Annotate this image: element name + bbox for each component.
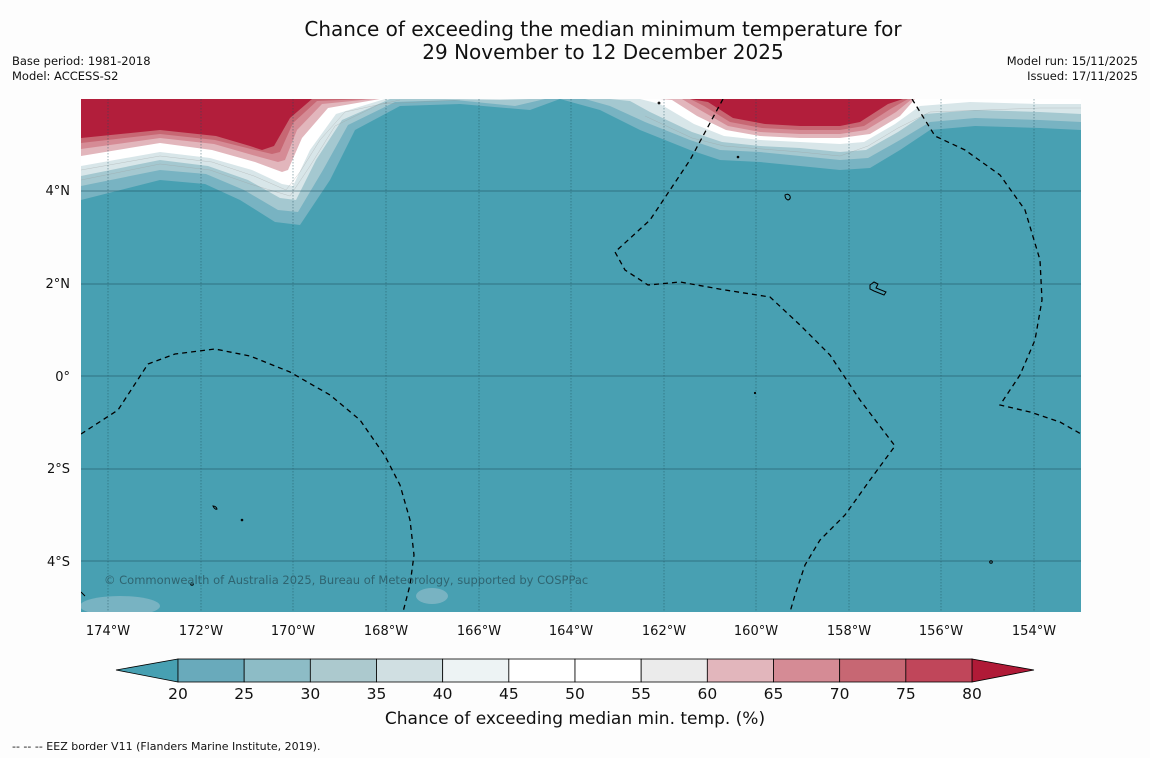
island xyxy=(784,193,791,201)
colorbar-segment xyxy=(773,658,841,683)
colorbar-label: Chance of exceeding median min. temp. (%… xyxy=(384,709,766,729)
colorbar-ticks: 20 25 30 35 40 45 50 55 60 65 70 75 80 xyxy=(168,685,982,703)
warm-anomaly-region-east xyxy=(560,99,1081,170)
islands xyxy=(81,101,993,597)
colorbar-segment xyxy=(376,658,444,683)
lon-label: 162°W xyxy=(642,624,686,639)
info-left: Base period: 1981-2018 Model: ACCESS-S2 xyxy=(12,54,151,84)
colorbar-tick-label: 55 xyxy=(631,685,651,703)
colorbar-tick-label: 45 xyxy=(499,685,519,703)
graticule xyxy=(107,99,1035,612)
title-line-1: Chance of exceeding the median minimum t… xyxy=(304,17,902,41)
colorbar-tick-label: 25 xyxy=(234,685,254,703)
lon-label: 164°W xyxy=(549,624,593,639)
island xyxy=(240,518,244,522)
contour-lines xyxy=(81,99,1081,197)
colorbar-tick-label: 50 xyxy=(565,685,585,703)
eez-borders xyxy=(81,99,1081,612)
lon-label: 160°W xyxy=(734,624,778,639)
lon-labels: 174°W 172°W 170°W 168°W 166°W 164°W 162°… xyxy=(86,624,1056,639)
model-text: Model: ACCESS-S2 xyxy=(12,69,119,83)
colorbar: 20 25 30 35 40 45 50 55 60 65 70 75 80 xyxy=(115,658,1035,703)
colorbar-tick-label: 70 xyxy=(830,685,850,703)
island xyxy=(989,560,993,564)
pale-patch xyxy=(81,596,160,612)
colorbar-segment xyxy=(508,658,576,683)
map-panel: © Commonwealth of Australia 2025, Bureau… xyxy=(81,99,1081,612)
colorbar-segment xyxy=(243,658,311,683)
footer-legend: -- -- -- EEZ border V11 (Flanders Marine… xyxy=(12,740,321,753)
colorbar-segment xyxy=(706,658,774,683)
colorbar-tick-label: 30 xyxy=(300,685,320,703)
colorbar-tick-label: 65 xyxy=(764,685,784,703)
lon-label: 158°W xyxy=(827,624,871,639)
colorbar-segment xyxy=(177,658,245,683)
colorbar-tick-label: 40 xyxy=(433,685,453,703)
island xyxy=(190,582,194,586)
lat-labels: 4°N 2°N 0° 2°S 4°S xyxy=(46,184,71,570)
colorbar-tick-label: 60 xyxy=(697,685,717,703)
model-run-text: Model run: 15/11/2025 xyxy=(1006,54,1138,68)
title-line-2: 29 November to 12 December 2025 xyxy=(422,40,784,64)
lon-label: 172°W xyxy=(179,624,223,639)
island xyxy=(753,391,757,395)
colorbar-tick-label: 80 xyxy=(962,685,982,703)
colorbar-segment xyxy=(574,658,642,683)
colorbar-min-extend xyxy=(115,658,179,683)
issued-text: Issued: 17/11/2025 xyxy=(1027,69,1138,83)
lat-label: 2°S xyxy=(47,462,70,477)
eez-border-central xyxy=(614,99,896,612)
base-period-text: Base period: 1981-2018 xyxy=(12,54,151,68)
eez-border-west xyxy=(81,348,415,612)
island xyxy=(657,101,661,105)
island xyxy=(212,505,218,510)
pale-patch xyxy=(416,588,448,604)
colorbar-segment xyxy=(640,658,708,683)
lon-label: 168°W xyxy=(364,624,408,639)
island xyxy=(869,281,887,296)
colorbar-tick-label: 35 xyxy=(367,685,387,703)
colorbar-segment xyxy=(839,658,907,683)
colorbar-segment xyxy=(442,658,510,683)
lon-label: 154°W xyxy=(1012,624,1056,639)
lat-label: 4°N xyxy=(46,184,71,199)
colorbar-segment xyxy=(309,658,377,683)
colorbar-segment xyxy=(905,658,973,683)
eez-border-east xyxy=(911,99,1081,435)
lon-label: 166°W xyxy=(457,624,501,639)
copyright-text: © Commonwealth of Australia 2025, Bureau… xyxy=(104,573,588,587)
lon-label: 174°W xyxy=(86,624,130,639)
lon-label: 156°W xyxy=(919,624,963,639)
colorbar-segments xyxy=(177,658,973,683)
lat-label: 0° xyxy=(55,370,70,385)
map-title: Chance of exceeding the median minimum t… xyxy=(0,18,1150,64)
lon-label: 170°W xyxy=(271,624,315,639)
info-right: Model run: 15/11/2025 Issued: 17/11/2025 xyxy=(1007,54,1138,84)
lat-label: 4°S xyxy=(47,555,70,570)
island xyxy=(81,591,86,597)
colorbar-max-extend xyxy=(971,658,1035,683)
island xyxy=(736,155,740,159)
colorbar-tick-label: 75 xyxy=(896,685,916,703)
lat-label: 2°N xyxy=(46,277,71,292)
colorbar-tick-label: 20 xyxy=(168,685,188,703)
graticule-lat xyxy=(81,190,1081,562)
